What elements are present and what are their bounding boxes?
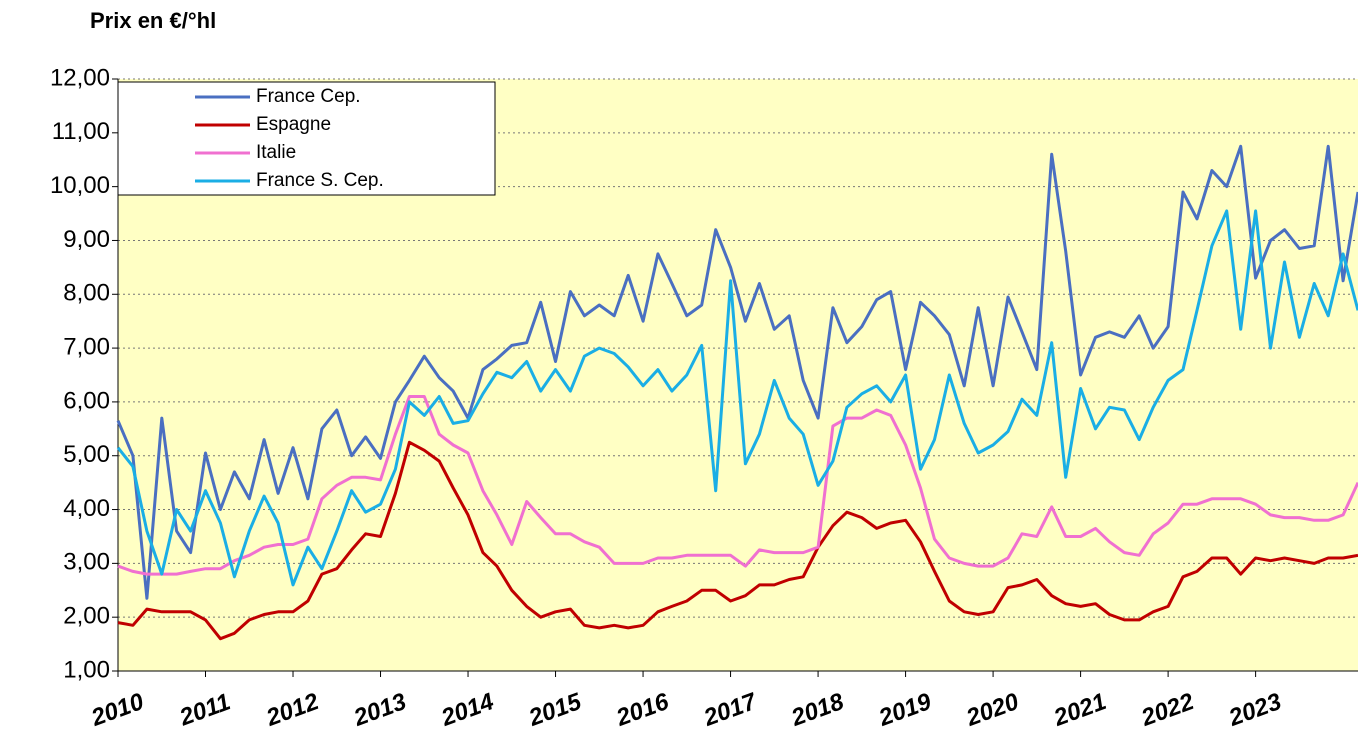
- chart-title: Prix en €/°hl: [90, 8, 216, 33]
- x-tick-label: 2023: [1225, 688, 1286, 732]
- y-tick-label: 1,00: [63, 656, 110, 683]
- x-tick-label: 2018: [787, 688, 848, 732]
- y-tick-label: 6,00: [63, 387, 110, 414]
- y-tick-label: 10,00: [50, 172, 110, 199]
- x-tick-label: 2013: [349, 688, 410, 732]
- y-tick-label: 11,00: [52, 118, 110, 145]
- series-line: [116, 144, 1358, 600]
- x-tick-label: 2015: [525, 688, 586, 732]
- y-tick-label: 9,00: [63, 226, 110, 253]
- legend-label: France Cep.: [256, 86, 361, 107]
- y-tick-label: 4,00: [63, 495, 110, 522]
- y-tick-label: 12,00: [50, 64, 110, 91]
- legend-label: France S. Cep.: [256, 170, 384, 191]
- x-tick-label: 2017: [700, 688, 762, 733]
- x-tick-label: 2010: [87, 688, 148, 732]
- legend-label: Italie: [256, 142, 296, 163]
- y-tick-label: 7,00: [63, 333, 110, 360]
- x-tick-label: 2012: [262, 688, 323, 732]
- y-tick-label: 8,00: [63, 280, 110, 307]
- y-tick-label: 5,00: [63, 441, 110, 468]
- series-line: [116, 209, 1358, 587]
- legend-label: Espagne: [256, 114, 331, 135]
- x-tick-label: 2020: [962, 688, 1023, 732]
- x-tick-label: 2016: [612, 688, 673, 732]
- series-line: [117, 395, 1358, 576]
- x-tick-label: 2022: [1137, 688, 1198, 732]
- x-tick-label: 2014: [437, 688, 497, 732]
- x-tick-label: 2019: [875, 688, 936, 732]
- series-line: [117, 440, 1358, 641]
- y-tick-label: 2,00: [63, 603, 110, 630]
- x-tick-label: 2011: [175, 688, 234, 731]
- y-tick-label: 3,00: [63, 549, 110, 576]
- legend-box: [117, 81, 496, 196]
- x-tick-label: 2021: [1050, 688, 1110, 732]
- legend: France Cep. Espagne Italie France S. Cep.: [117, 81, 496, 196]
